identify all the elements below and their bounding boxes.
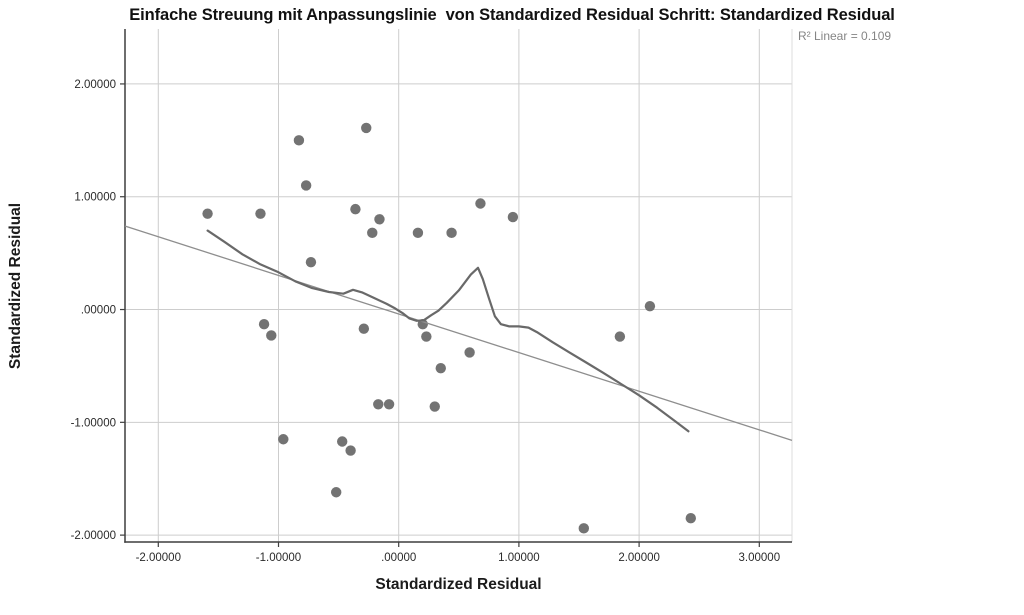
data-point [361, 122, 372, 134]
data-point [202, 208, 213, 219]
y-tick-label: 2.00000 [74, 79, 116, 91]
data-point [337, 436, 348, 447]
y-axis-title: Standardized Residual [7, 202, 24, 370]
data-point [278, 434, 289, 445]
data-point [293, 135, 305, 146]
data-point [412, 227, 424, 239]
data-point [300, 180, 312, 191]
data-point [685, 512, 696, 524]
data-point [644, 300, 656, 312]
data-point [258, 318, 270, 330]
linear-fit-line [124, 225, 793, 441]
loess-curve [206, 229, 690, 433]
data-point [305, 256, 317, 268]
x-tick-label: 1.00000 [498, 552, 540, 564]
data-point [373, 399, 384, 410]
page-title: Einfache Streuung mit Anpassungslinie vo… [129, 6, 895, 24]
data-point [507, 211, 519, 223]
data-point [350, 203, 361, 215]
data-point [429, 401, 440, 412]
data-point [345, 445, 356, 456]
x-tick-label: 2.00000 [618, 552, 660, 564]
data-point [464, 347, 475, 358]
data-point [578, 523, 590, 534]
x-tick-label: -2.00000 [136, 552, 181, 564]
data-point [367, 227, 378, 239]
data-point [446, 227, 457, 239]
y-tick-label: 1.00000 [74, 192, 116, 204]
x-axis-title: Standardized Residual [375, 576, 542, 593]
data-point [266, 330, 277, 341]
data-point [374, 214, 385, 225]
data-point [435, 362, 446, 374]
x-tick-label: .00000 [381, 552, 416, 564]
y-tick-label: -2.00000 [71, 530, 116, 542]
r-squared-label: R² Linear = 0.109 [798, 29, 892, 43]
data-point [358, 323, 370, 334]
y-tick-label: -1.00000 [71, 417, 116, 429]
x-tick-label: 3.00000 [739, 552, 781, 564]
data-point [330, 487, 342, 498]
y-tick-label: .00000 [81, 305, 116, 317]
data-point [255, 208, 266, 219]
data-point [421, 331, 432, 342]
x-tick-label: -1.00000 [256, 552, 301, 564]
data-point [614, 331, 626, 342]
data-point [383, 399, 395, 410]
data-point [475, 198, 486, 209]
